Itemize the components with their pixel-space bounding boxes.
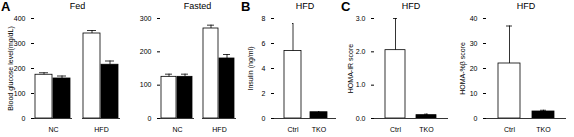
svg-text:HOMA-%β score: HOMA-%β score xyxy=(459,42,467,95)
svg-text:8: 8 xyxy=(262,15,266,22)
svg-text:100: 100 xyxy=(140,81,152,88)
svg-text:Ctrl: Ctrl xyxy=(504,126,515,133)
svg-text:Ctrl: Ctrl xyxy=(288,126,299,133)
svg-text:Blood glucose level(mg/dL): Blood glucose level(mg/dL) xyxy=(7,26,15,110)
svg-text:0: 0 xyxy=(262,115,266,122)
svg-text:HFD: HFD xyxy=(212,126,226,133)
svg-text:300: 300 xyxy=(140,15,152,22)
html-text:Fed: Fed xyxy=(69,1,86,11)
svg-text:400: 400 xyxy=(14,15,26,22)
svg-text:NC: NC xyxy=(48,126,58,133)
svg-text:Ctrl: Ctrl xyxy=(390,126,401,133)
svg-text:0: 0 xyxy=(474,115,478,122)
html-text:A: A xyxy=(1,0,11,14)
svg-text:40: 40 xyxy=(470,15,478,22)
svg-text:200: 200 xyxy=(14,65,26,72)
svg-text:300: 300 xyxy=(14,40,26,47)
html-text:HFD: HFD xyxy=(295,1,315,11)
svg-text:Insulin (ng/ml): Insulin (ng/ml) xyxy=(247,47,255,91)
svg-text:200: 200 xyxy=(140,48,152,55)
html-text:HFD: HFD xyxy=(401,1,421,11)
svg-text:1.0: 1.0 xyxy=(356,81,366,88)
svg-text:20: 20 xyxy=(470,65,478,72)
svg-text:TKO: TKO xyxy=(312,126,327,133)
svg-text:2.0: 2.0 xyxy=(356,48,366,55)
svg-text:100: 100 xyxy=(14,90,26,97)
svg-text:TKO: TKO xyxy=(419,126,434,133)
svg-text:0.0: 0.0 xyxy=(356,115,366,122)
svg-text:4: 4 xyxy=(262,65,266,72)
svg-text:NC: NC xyxy=(172,126,182,133)
svg-text:30: 30 xyxy=(470,40,478,47)
html-text:HFD: HFD xyxy=(516,1,536,11)
svg-text:6: 6 xyxy=(262,40,266,47)
svg-text:2: 2 xyxy=(262,90,266,97)
svg-text:HOMA-IR score: HOMA-IR score xyxy=(347,44,354,94)
html-text:C: C xyxy=(341,0,351,14)
html-text:B: B xyxy=(241,0,251,14)
svg-text:10: 10 xyxy=(470,90,478,97)
svg-text:HFD: HFD xyxy=(94,126,108,133)
svg-text:TKO: TKO xyxy=(536,126,551,133)
svg-text:0: 0 xyxy=(22,115,26,122)
svg-text:3.0: 3.0 xyxy=(356,15,366,22)
svg-text:0: 0 xyxy=(148,115,152,122)
html-text:Fasted: Fasted xyxy=(183,1,212,11)
